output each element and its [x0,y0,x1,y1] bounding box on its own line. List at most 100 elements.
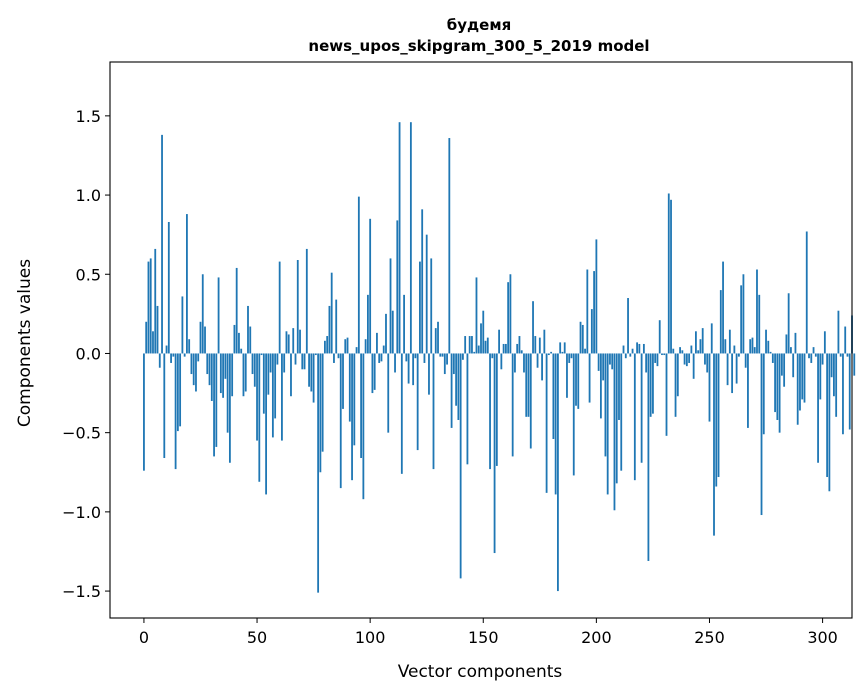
bar [262,353,265,414]
bar [360,353,363,459]
y-tick-label: −0.5 [62,424,101,443]
bar [588,353,591,403]
bar [796,353,799,425]
bar [602,353,605,381]
bar [776,353,779,420]
bar [554,353,557,495]
x-tick-label: 0 [139,628,149,647]
bar [355,347,358,354]
bar [385,313,387,354]
bar [801,353,804,400]
bar [642,343,645,354]
bar [238,332,240,354]
bar [471,336,473,354]
bar [706,353,709,373]
bar [260,353,263,356]
bar [190,353,193,375]
bar [819,353,822,400]
bar [396,220,399,354]
bar [480,323,482,354]
plot-frame [109,61,853,619]
bar [783,353,786,387]
bar [312,353,315,403]
bar [715,353,718,487]
bar [586,269,589,354]
bar [443,353,446,375]
bar [837,310,840,354]
bar [299,329,301,354]
bar [622,345,625,354]
bar [156,305,159,354]
bar [405,353,408,362]
bar [464,336,467,354]
bar [595,239,598,354]
bar [830,353,833,378]
bar [335,299,338,354]
bar [688,353,691,363]
bar [636,342,638,354]
bar [649,353,652,417]
bar [147,261,150,354]
bar [848,353,851,430]
bar [452,353,455,375]
bar [665,353,668,436]
bar [774,353,776,413]
bar [577,353,580,409]
bar [520,350,523,354]
x-axis-label: Vector components [398,662,563,682]
bar [633,353,636,481]
bar [290,353,292,397]
bar [414,353,417,359]
bar [599,353,602,419]
bar [398,122,401,354]
y-tick-label: 1.5 [76,107,101,126]
chart-title-line1: будемя [447,16,511,34]
bar [181,296,184,354]
bar [799,353,801,411]
bar [258,353,261,482]
bar [389,258,392,354]
bar [432,353,435,470]
bar [333,353,335,363]
bar [620,353,623,471]
bar [143,353,145,471]
bar [231,353,234,397]
bar [575,353,577,406]
bar [346,337,349,354]
bar [222,353,225,398]
bar [538,337,541,354]
bar [240,348,243,354]
bar [805,231,808,354]
bar [195,353,197,392]
bar [760,353,763,516]
bar [821,353,824,365]
x-tick-label: 300 [807,628,838,647]
bar [145,321,148,354]
bar [771,353,774,363]
bar [534,336,537,354]
bar [373,353,376,390]
bar [674,353,677,417]
bar [409,122,412,354]
bar [154,248,157,354]
bar [609,353,611,365]
bar [541,353,543,381]
y-tick-label: 1.0 [76,186,101,205]
bar [271,353,274,438]
bar [753,347,756,354]
bar [647,353,650,561]
bar [197,353,200,362]
bar [758,294,761,354]
bar [561,351,564,354]
bar [328,305,331,354]
bar [826,353,829,478]
bar [342,353,344,409]
bar [179,353,182,427]
bar [606,353,609,495]
bar [611,353,614,370]
bar [425,234,428,354]
bar [814,353,817,357]
bar [423,353,426,363]
bar [756,269,758,354]
